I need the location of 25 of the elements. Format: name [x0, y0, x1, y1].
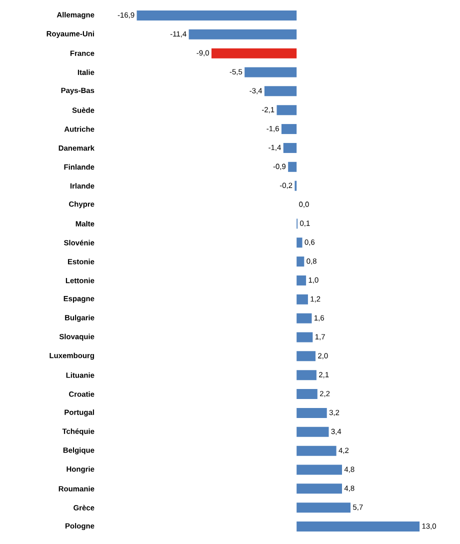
bar — [296, 275, 306, 286]
bar — [296, 408, 327, 418]
bar — [296, 522, 420, 532]
bar — [296, 294, 308, 304]
bar — [276, 105, 297, 116]
bar — [283, 142, 297, 153]
bar — [296, 446, 336, 456]
bar — [211, 48, 297, 58]
bar — [296, 502, 351, 513]
bar — [264, 86, 297, 96]
bar — [244, 67, 297, 78]
bar — [296, 370, 316, 380]
bar — [296, 426, 329, 437]
bar — [188, 29, 297, 40]
bar — [296, 464, 342, 475]
bar — [296, 313, 312, 324]
bar — [296, 332, 313, 342]
bar — [288, 162, 297, 172]
bar — [296, 256, 304, 267]
bar — [296, 484, 342, 494]
bar — [296, 238, 302, 248]
bar — [296, 389, 318, 400]
bar — [296, 351, 316, 362]
bar — [281, 124, 297, 134]
bar — [136, 10, 297, 20]
